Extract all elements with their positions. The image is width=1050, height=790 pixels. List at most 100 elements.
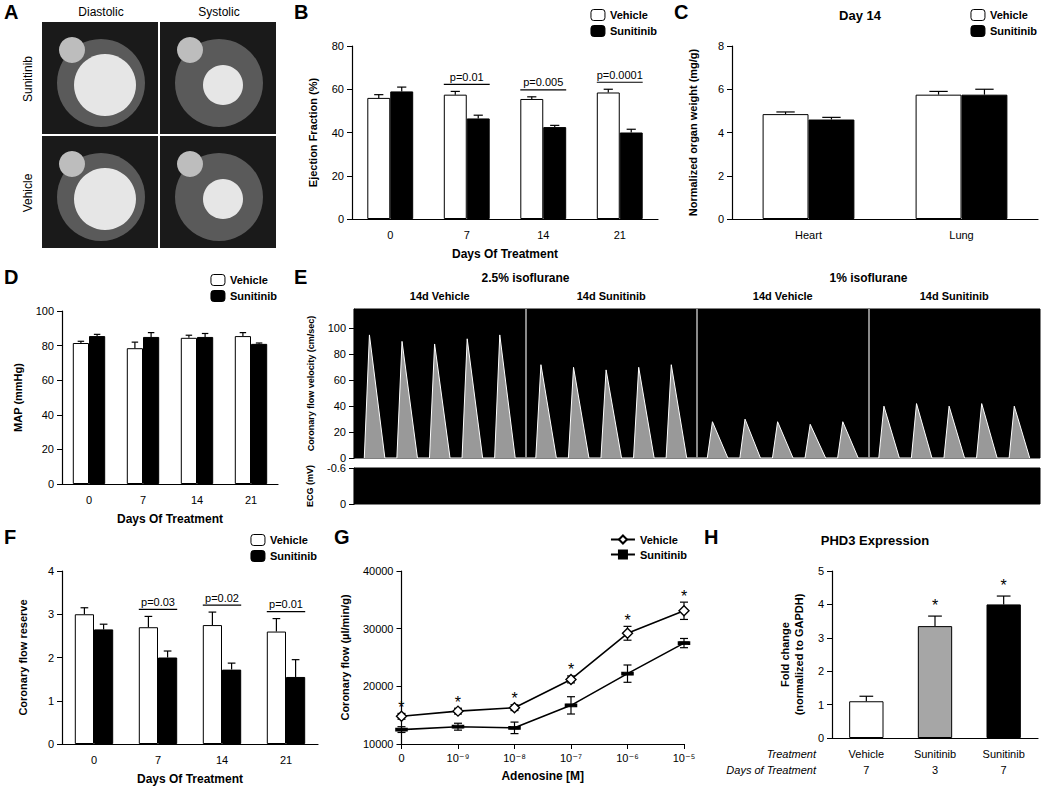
svg-text:100: 100 — [36, 305, 54, 317]
svg-text:*: * — [455, 694, 461, 711]
svg-text:20000: 20000 — [363, 680, 394, 692]
svg-text:4: 4 — [718, 127, 724, 139]
svg-text:Sunitinib: Sunitinib — [983, 748, 1025, 760]
svg-text:Sunitinib: Sunitinib — [990, 25, 1037, 37]
svg-text:0: 0 — [387, 229, 393, 241]
svg-text:20: 20 — [42, 443, 54, 455]
svg-text:Vehicle: Vehicle — [230, 274, 268, 286]
svg-text:40: 40 — [42, 409, 54, 421]
svg-text:Vehicle: Vehicle — [640, 534, 678, 546]
svg-text:Lung: Lung — [949, 229, 973, 241]
svg-text:21: 21 — [280, 754, 292, 766]
svg-text:Vehicle: Vehicle — [990, 9, 1028, 21]
svg-text:20: 20 — [334, 426, 346, 438]
svg-text:30000: 30000 — [363, 623, 394, 635]
svg-text:Coronary flow reserve: Coronary flow reserve — [17, 599, 29, 715]
svg-text:2: 2 — [818, 665, 824, 677]
svg-text:p=0.03: p=0.03 — [141, 596, 175, 608]
svg-text:0: 0 — [48, 478, 54, 490]
svg-text:0: 0 — [398, 752, 404, 764]
svg-text:7: 7 — [1001, 764, 1007, 776]
svg-text:Day 14: Day 14 — [839, 8, 882, 23]
svg-text:14: 14 — [191, 494, 203, 506]
svg-text:14: 14 — [216, 754, 228, 766]
svg-text:ECG (mV): ECG (mV) — [305, 465, 315, 507]
svg-text:*: * — [511, 690, 517, 707]
svg-text:10⁻⁷: 10⁻⁷ — [560, 752, 582, 764]
svg-text:7: 7 — [155, 754, 161, 766]
svg-text:Days Of Treatment: Days Of Treatment — [452, 247, 558, 261]
svg-text:0: 0 — [718, 213, 724, 225]
svg-text:-0.6: -0.6 — [327, 462, 346, 474]
svg-text:80: 80 — [332, 40, 344, 52]
svg-text:14d Sunitinib: 14d Sunitinib — [577, 290, 646, 302]
svg-text:80: 80 — [42, 340, 54, 352]
svg-text:1% isoflurane: 1% isoflurane — [829, 271, 907, 285]
svg-text:40000: 40000 — [363, 565, 394, 577]
svg-text:*: * — [398, 699, 404, 716]
svg-text:0: 0 — [340, 498, 346, 510]
svg-text:Fold change: Fold change — [779, 622, 791, 687]
svg-text:Coronary flow (µl/min/g): Coronary flow (µl/min/g) — [339, 594, 351, 720]
svg-text:Vehicle: Vehicle — [849, 748, 884, 760]
svg-text:10000: 10000 — [363, 738, 394, 750]
svg-text:p=0.02: p=0.02 — [205, 592, 239, 604]
svg-text:Sunitinib: Sunitinib — [21, 56, 35, 102]
svg-text:0: 0 — [48, 738, 54, 750]
svg-text:7: 7 — [464, 229, 470, 241]
svg-text:Diastolic: Diastolic — [78, 5, 123, 19]
svg-text:C: C — [674, 1, 688, 23]
svg-text:2.5% isoflurane: 2.5% isoflurane — [481, 271, 569, 285]
svg-text:100: 100 — [328, 322, 346, 334]
svg-text:1: 1 — [818, 699, 824, 711]
svg-text:14d Sunitinib: 14d Sunitinib — [920, 290, 989, 302]
svg-text:Vehicle: Vehicle — [270, 534, 308, 546]
svg-text:6: 6 — [718, 83, 724, 95]
svg-text:60: 60 — [332, 83, 344, 95]
svg-text:3: 3 — [48, 608, 54, 620]
svg-text:0: 0 — [338, 213, 344, 225]
svg-text:0: 0 — [818, 732, 824, 744]
svg-text:Sunitinib: Sunitinib — [640, 549, 687, 561]
svg-text:Sunitinib: Sunitinib — [230, 290, 277, 302]
svg-text:p=0.01: p=0.01 — [450, 71, 484, 83]
svg-text:MAP (mmHg): MAP (mmHg) — [12, 363, 24, 432]
svg-text:p=0.005: p=0.005 — [523, 76, 563, 88]
svg-text:10⁻⁹: 10⁻⁹ — [447, 752, 470, 764]
svg-text:Vehicle: Vehicle — [21, 173, 35, 212]
svg-text:80: 80 — [334, 348, 346, 360]
svg-text:B: B — [294, 1, 308, 23]
svg-text:0: 0 — [86, 494, 92, 506]
svg-text:Treatment: Treatment — [767, 748, 817, 760]
svg-text:*: * — [624, 612, 630, 629]
svg-text:7: 7 — [140, 494, 146, 506]
svg-text:Sunitinib: Sunitinib — [914, 748, 956, 760]
svg-text:60: 60 — [334, 374, 346, 386]
svg-text:7: 7 — [863, 764, 869, 776]
svg-text:Adenosine [M]: Adenosine [M] — [501, 769, 584, 783]
svg-text:Normalized organ weight (mg/g): Normalized organ weight (mg/g) — [687, 48, 699, 216]
svg-text:*: * — [681, 588, 687, 605]
svg-text:0: 0 — [91, 754, 97, 766]
svg-text:Ejection Fraction (%): Ejection Fraction (%) — [307, 77, 319, 187]
svg-text:E: E — [294, 266, 307, 288]
svg-text:Days Of Treatment: Days Of Treatment — [117, 512, 223, 526]
svg-text:D: D — [4, 266, 18, 288]
svg-text:60: 60 — [42, 374, 54, 386]
svg-text:5: 5 — [818, 565, 824, 577]
svg-text:10⁻⁸: 10⁻⁸ — [503, 752, 526, 764]
svg-text:H: H — [704, 526, 718, 548]
svg-text:21: 21 — [245, 494, 257, 506]
svg-text:Sunitinib: Sunitinib — [610, 25, 657, 37]
svg-text:Vehicle: Vehicle — [610, 9, 648, 21]
svg-text:2: 2 — [48, 652, 54, 664]
svg-text:40: 40 — [332, 127, 344, 139]
svg-text:*: * — [1001, 577, 1007, 594]
svg-text:PHD3 Expression: PHD3 Expression — [821, 533, 929, 548]
svg-text:Days Of Treatment: Days Of Treatment — [137, 772, 243, 786]
svg-text:p=0.0001: p=0.0001 — [597, 69, 643, 81]
svg-text:A: A — [4, 1, 18, 23]
svg-text:G: G — [334, 526, 350, 548]
svg-text:p=0.01: p=0.01 — [269, 598, 303, 610]
svg-text:2: 2 — [718, 170, 724, 182]
